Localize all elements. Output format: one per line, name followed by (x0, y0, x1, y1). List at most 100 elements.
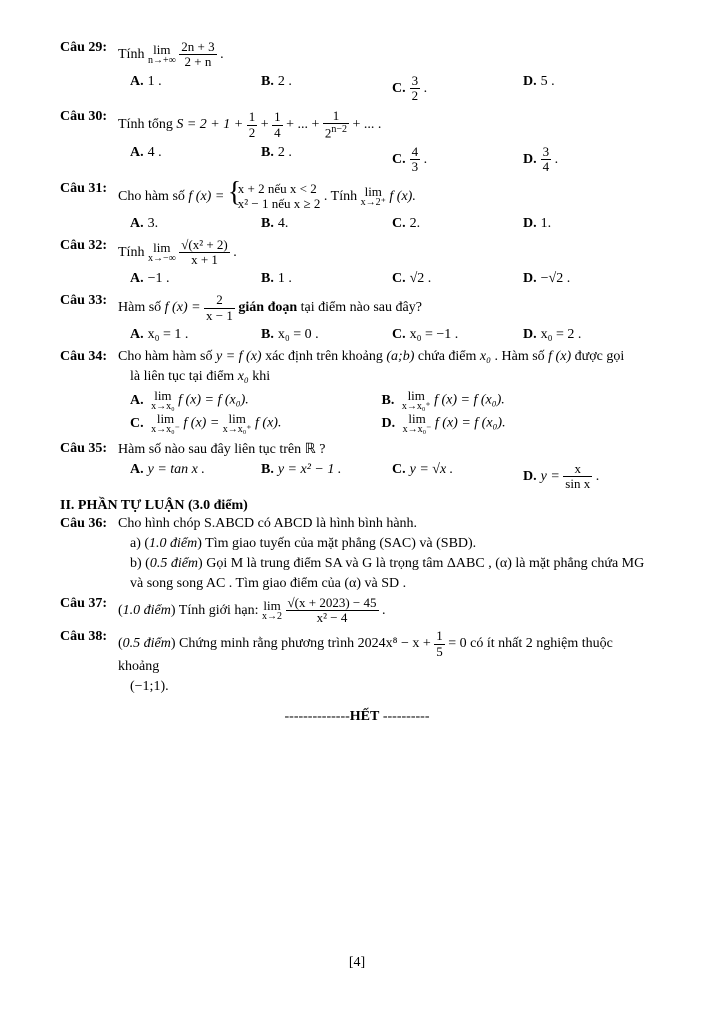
q31-lim-top: lim (361, 185, 386, 198)
q32-optA: A.−1 . (130, 271, 261, 287)
q33-optD: D.x₀ = 2 . (523, 327, 654, 343)
q35-optC-text: y = √x . (410, 462, 454, 477)
q38-pts: 0.5 điểm (123, 636, 171, 651)
q37-frac: √(x + 2023) − 45 x² − 4 (286, 596, 379, 626)
q30-optD-num: 3 (541, 145, 552, 160)
q38-eq-pre: 2024x⁸ − x + (358, 636, 435, 651)
q31-tail-post: f (x). (389, 189, 415, 204)
q32-optC: C.√2 . (392, 271, 523, 287)
q31-lim-bot: x→2⁺ (361, 198, 386, 208)
q30-f1: 12 (247, 110, 258, 140)
q34-body: Cho hàm hàm số y = f (x) xác định trên k… (118, 349, 654, 365)
q29-optA-text: 1 . (148, 74, 162, 89)
q33-prompt-pre: Hàm số (118, 301, 165, 316)
q32-frac-den: x + 1 (179, 253, 230, 267)
q31-fx: f (x) = (188, 189, 227, 204)
q34-number: Câu 34: (60, 349, 118, 365)
q31-optC-text: 2. (410, 216, 421, 231)
q36-l3b: 0.5 điểm (150, 556, 198, 571)
q32-frac-num: √(x² + 2) (179, 238, 230, 253)
q30-f2n: 1 (272, 110, 283, 125)
q34-optC-lim1: limx→x₀⁻ (151, 412, 180, 435)
q34-l1i: được gọi (575, 349, 625, 364)
q30-expr-mid: + ... + (286, 117, 323, 132)
q32-lim-bot: x→−∞ (148, 254, 176, 264)
q36-l3a: b) ( (130, 556, 150, 571)
q30-expr-pre: S = 2 + 1 + (176, 117, 246, 132)
q30-f1d: 2 (247, 126, 258, 140)
q32-lim: lim x→−∞ (148, 241, 176, 264)
q31-lim: lim x→2⁺ (361, 185, 386, 208)
q34-l2c: khi (252, 369, 270, 384)
q37-frac-den: x² − 4 (286, 611, 379, 625)
q35-number: Câu 35: (60, 441, 118, 457)
dash-right: ---------- (379, 709, 429, 724)
q31-brace: x + 2 nếu x < 2 x² − 1 nếu x ≥ 2 (228, 181, 321, 212)
q33-frac: 2 x − 1 (204, 293, 235, 323)
q37-lim: lim x→2 (262, 599, 282, 622)
dash-left: -------------- (285, 709, 350, 724)
q34-optC: C. limx→x₀⁻ f (x) = limx→x₀⁺ f (x). (130, 412, 382, 435)
q30-f3: 12n−2 (323, 109, 349, 141)
q30-number: Câu 30: (60, 109, 118, 125)
q30-optD-frac: 34 (541, 145, 552, 175)
q32-optA-text: −1 . (148, 271, 170, 286)
q30-optA-text: 4 . (148, 145, 162, 160)
q32-prompt: Tính (118, 245, 148, 260)
q35-optB: B.y = x² − 1 . (261, 462, 392, 492)
end-marker: --------------HẾT ---------- (60, 709, 654, 725)
q31-optB-text: 4. (278, 216, 289, 231)
q34-l1h: f (x) (548, 349, 571, 364)
q32-frac: √(x² + 2) x + 1 (179, 238, 230, 268)
q32-number: Câu 32: (60, 238, 118, 254)
q30-optD: D.34 . (523, 145, 654, 175)
q34-l1d: (a;b) (386, 349, 414, 364)
q31-prompt: Cho hàm số (118, 189, 188, 204)
q37-body: (1.0 điểm) Tính giới hạn: lim x→2 √(x + … (118, 596, 654, 626)
q31-number: Câu 31: (60, 181, 118, 197)
q34-l2b: x₀ (238, 369, 249, 384)
q29-optB-text: 2 . (278, 74, 292, 89)
q36-l2c: ) Tìm giao tuyến của mặt phẳng (SAC) và … (197, 536, 476, 551)
q30-f3n: 1 (323, 109, 349, 124)
q31-brace-line1: x + 2 nếu x < 2 (238, 181, 321, 197)
q29-optD-text: 5 . (541, 74, 555, 89)
q38-number: Câu 38: (60, 629, 118, 645)
q35-optA: A.y = tan x . (130, 462, 261, 492)
q31-optB: B.4. (261, 216, 392, 232)
q34-optC-lim2: limx→x₀⁺ (223, 412, 252, 435)
q33-optD-text: x₀ = 2 . (541, 327, 582, 342)
q38-frac-den: 5 (434, 645, 445, 659)
q29-optC-den: 2 (410, 89, 421, 103)
page-number: [4] (60, 955, 654, 971)
q34-optA-lim: limx→x₀ (151, 389, 175, 412)
q29-frac-num: 2n + 3 (179, 40, 216, 55)
q32-optD-text: −√2 . (541, 271, 571, 286)
q30-prompt: Tính tổng (118, 117, 176, 132)
q33-frac-num: 2 (204, 293, 235, 308)
q30-optD-den: 4 (541, 160, 552, 174)
q38-frac: 1 5 (434, 629, 445, 659)
q36-l2a: a) ( (130, 536, 149, 551)
q38-posta: ) Chứng minh rằng phương trình (171, 636, 358, 651)
q37-lim-bot: x→2 (262, 612, 282, 622)
q30-optB-text: 2 . (278, 145, 292, 160)
q29-optB: B.2 . (261, 74, 392, 104)
q30-expr-end: + ... . (353, 117, 382, 132)
q35-optD-num: x (563, 462, 592, 477)
q34-l1b: y = f (x) (216, 349, 262, 364)
q34-optB-rhs: f (x) = f (x₀). (434, 393, 505, 408)
q29-body: Tính lim n→+∞ 2n + 3 2 + n . (118, 40, 654, 70)
q34-optC-mid: f (x) = (183, 416, 222, 431)
q34-l1f: x₀ (480, 349, 491, 364)
q37-frac-num: √(x + 2023) − 45 (286, 596, 379, 611)
q30-f2d: 4 (272, 126, 283, 140)
q33-body: Hàm số f (x) = 2 x − 1 gián đoạn tại điể… (118, 293, 654, 323)
q30-optC-frac: 43 (410, 145, 421, 175)
q36-l3: b) (0.5 điểm) Gọi M là trung điểm SA và … (130, 556, 654, 572)
q34-optB: B. limx→x₀⁺ f (x) = f (x₀). (382, 389, 634, 412)
q34-l1a: Cho hàm hàm số (118, 349, 216, 364)
q30-optB: B.2 . (261, 145, 392, 175)
q33-prompt-post: gián đoạn (238, 301, 297, 316)
q33-optA-text: x₀ = 1 . (148, 327, 189, 342)
